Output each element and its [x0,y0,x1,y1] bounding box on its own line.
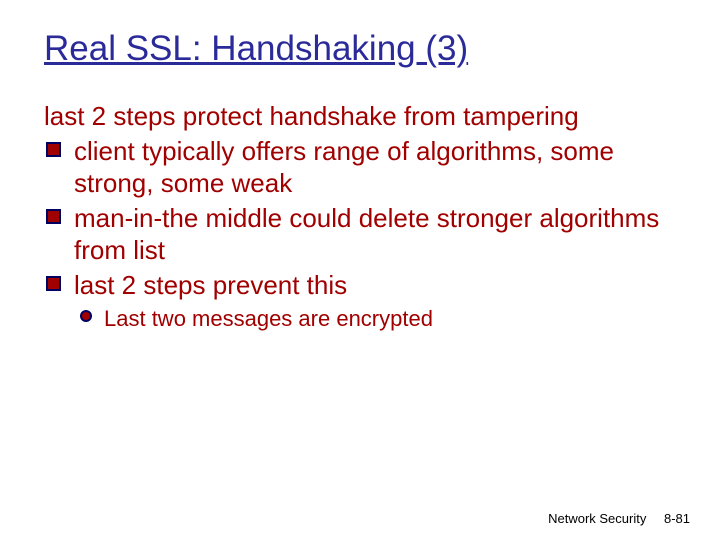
footer-page-number: 8-81 [664,511,690,526]
square-bullet-icon [46,209,61,224]
bullet-text: client typically offers range of algorit… [74,136,614,199]
bullet-item: man-in-the middle could delete stronger … [44,202,676,267]
sub-bullet-item: Last two messages are encrypted [80,305,676,334]
bullet-item: last 2 steps prevent this [44,269,676,302]
slide-title: Real SSL: Handshaking (3) [44,28,676,70]
bullet-text: last 2 steps prevent this [74,270,347,300]
square-bullet-icon [46,142,61,157]
footer-label: Network Security [548,511,646,526]
intro-text: last 2 steps protect handshake from tamp… [44,100,676,133]
bullet-text: man-in-the middle could delete stronger … [74,203,659,266]
slide: Real SSL: Handshaking (3) last 2 steps p… [0,0,720,540]
bullet-item: client typically offers range of algorit… [44,135,676,200]
slide-footer: Network Security 8-81 [548,511,690,526]
bullet-list: client typically offers range of algorit… [44,135,676,302]
circle-bullet-icon [80,310,92,322]
sub-bullet-text: Last two messages are encrypted [104,306,433,331]
sub-bullet-list: Last two messages are encrypted [44,305,676,334]
square-bullet-icon [46,276,61,291]
